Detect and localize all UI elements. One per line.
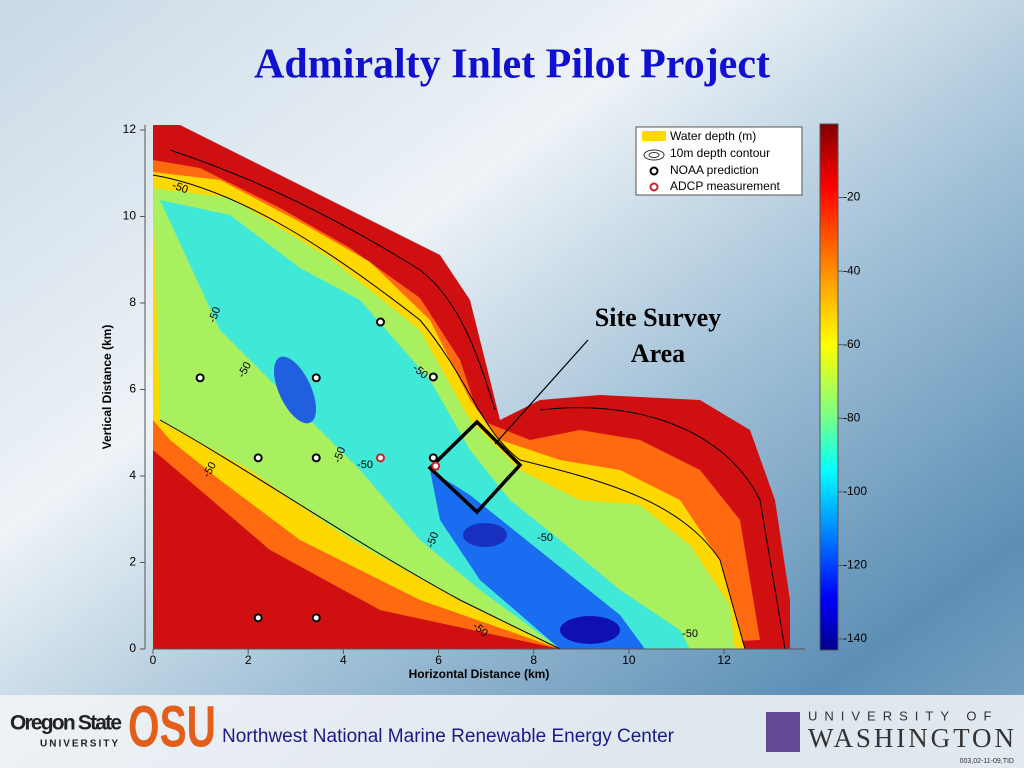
y-tick-label: 8 bbox=[129, 295, 136, 309]
station-point bbox=[253, 613, 263, 623]
osu-sub: UNIVERSITY bbox=[40, 739, 120, 750]
legend-swatch bbox=[642, 131, 666, 141]
y-tick-label: 10 bbox=[123, 209, 137, 223]
center-name: Northwest National Marine Renewable Ener… bbox=[222, 726, 675, 747]
osu-name: Oregon State bbox=[10, 712, 122, 735]
colorbar-tick-label: -20 bbox=[843, 190, 861, 204]
x-axis-label: Horizontal Distance (km) bbox=[409, 667, 550, 681]
contour-label: -50 bbox=[171, 180, 190, 197]
y-tick-label: 0 bbox=[129, 641, 136, 655]
footer-band bbox=[0, 695, 1024, 768]
station-point bbox=[428, 372, 438, 382]
contour-label: -50 bbox=[357, 459, 373, 471]
y-tick-label: 2 bbox=[129, 555, 136, 569]
colorbar bbox=[819, 123, 839, 651]
uw-top: UNIVERSITY OF bbox=[808, 708, 998, 723]
station-point bbox=[375, 453, 385, 463]
station-point bbox=[311, 453, 321, 463]
legend-label: Water depth (m) bbox=[670, 129, 756, 143]
contour-label: -50 bbox=[682, 628, 698, 640]
x-tick-label: 10 bbox=[622, 653, 636, 667]
colorbar-tick-label: -80 bbox=[843, 410, 861, 424]
y-tick-label: 4 bbox=[129, 468, 136, 482]
contour-label: -50 bbox=[207, 305, 224, 324]
y-tick-label: 12 bbox=[123, 122, 137, 136]
station-point bbox=[375, 317, 385, 327]
x-tick-label: 12 bbox=[717, 653, 731, 667]
y-tick-label: 6 bbox=[129, 382, 136, 396]
y-axis-label: Vertical Distance (km) bbox=[100, 325, 114, 450]
station-point bbox=[431, 461, 441, 471]
contour-label: -50 bbox=[332, 445, 349, 464]
slide-title: Admiralty Inlet Pilot Project bbox=[254, 42, 770, 88]
colorbar-tick-label: -140 bbox=[843, 631, 867, 645]
annotation-line bbox=[494, 339, 589, 445]
x-tick-label: 2 bbox=[245, 653, 252, 667]
colorbar-tick-label: -120 bbox=[843, 558, 867, 572]
legend-label: NOAA prediction bbox=[670, 163, 759, 177]
map bbox=[152, 125, 790, 650]
legend-label: 10m depth contour bbox=[670, 146, 770, 160]
legend: Water depth (m) 10m depth contour NOAA p… bbox=[635, 126, 803, 196]
x-tick-label: 8 bbox=[530, 653, 537, 667]
uw-name: WASHINGTON bbox=[808, 723, 1014, 753]
x-tick-label: 6 bbox=[435, 653, 442, 667]
station-point bbox=[195, 373, 205, 383]
footer: Oregon State UNIVERSITY OSU Northwest Na… bbox=[10, 694, 1014, 765]
annotation: Area bbox=[631, 339, 685, 368]
survey-box bbox=[427, 419, 523, 515]
uw-logo bbox=[766, 712, 800, 752]
contour-label: -50 bbox=[425, 530, 442, 549]
station-point bbox=[428, 453, 438, 463]
osu-logo: OSU bbox=[128, 694, 216, 759]
station-point bbox=[311, 613, 321, 623]
legend-label: ADCP measurement bbox=[670, 179, 780, 193]
x-tick-label: 4 bbox=[340, 653, 347, 667]
station-point bbox=[311, 373, 321, 383]
colorbar-tick-label: -60 bbox=[843, 337, 861, 351]
annotation: Site Survey bbox=[595, 303, 721, 332]
contour-label: -50 bbox=[537, 532, 553, 544]
colorbar-tick-label: -40 bbox=[843, 263, 861, 277]
colorbar-tick-label: -100 bbox=[843, 484, 867, 498]
station-point bbox=[253, 453, 263, 463]
slide-code: 003,02-11-09,TID bbox=[960, 758, 1014, 765]
x-tick-label: 0 bbox=[150, 653, 157, 667]
